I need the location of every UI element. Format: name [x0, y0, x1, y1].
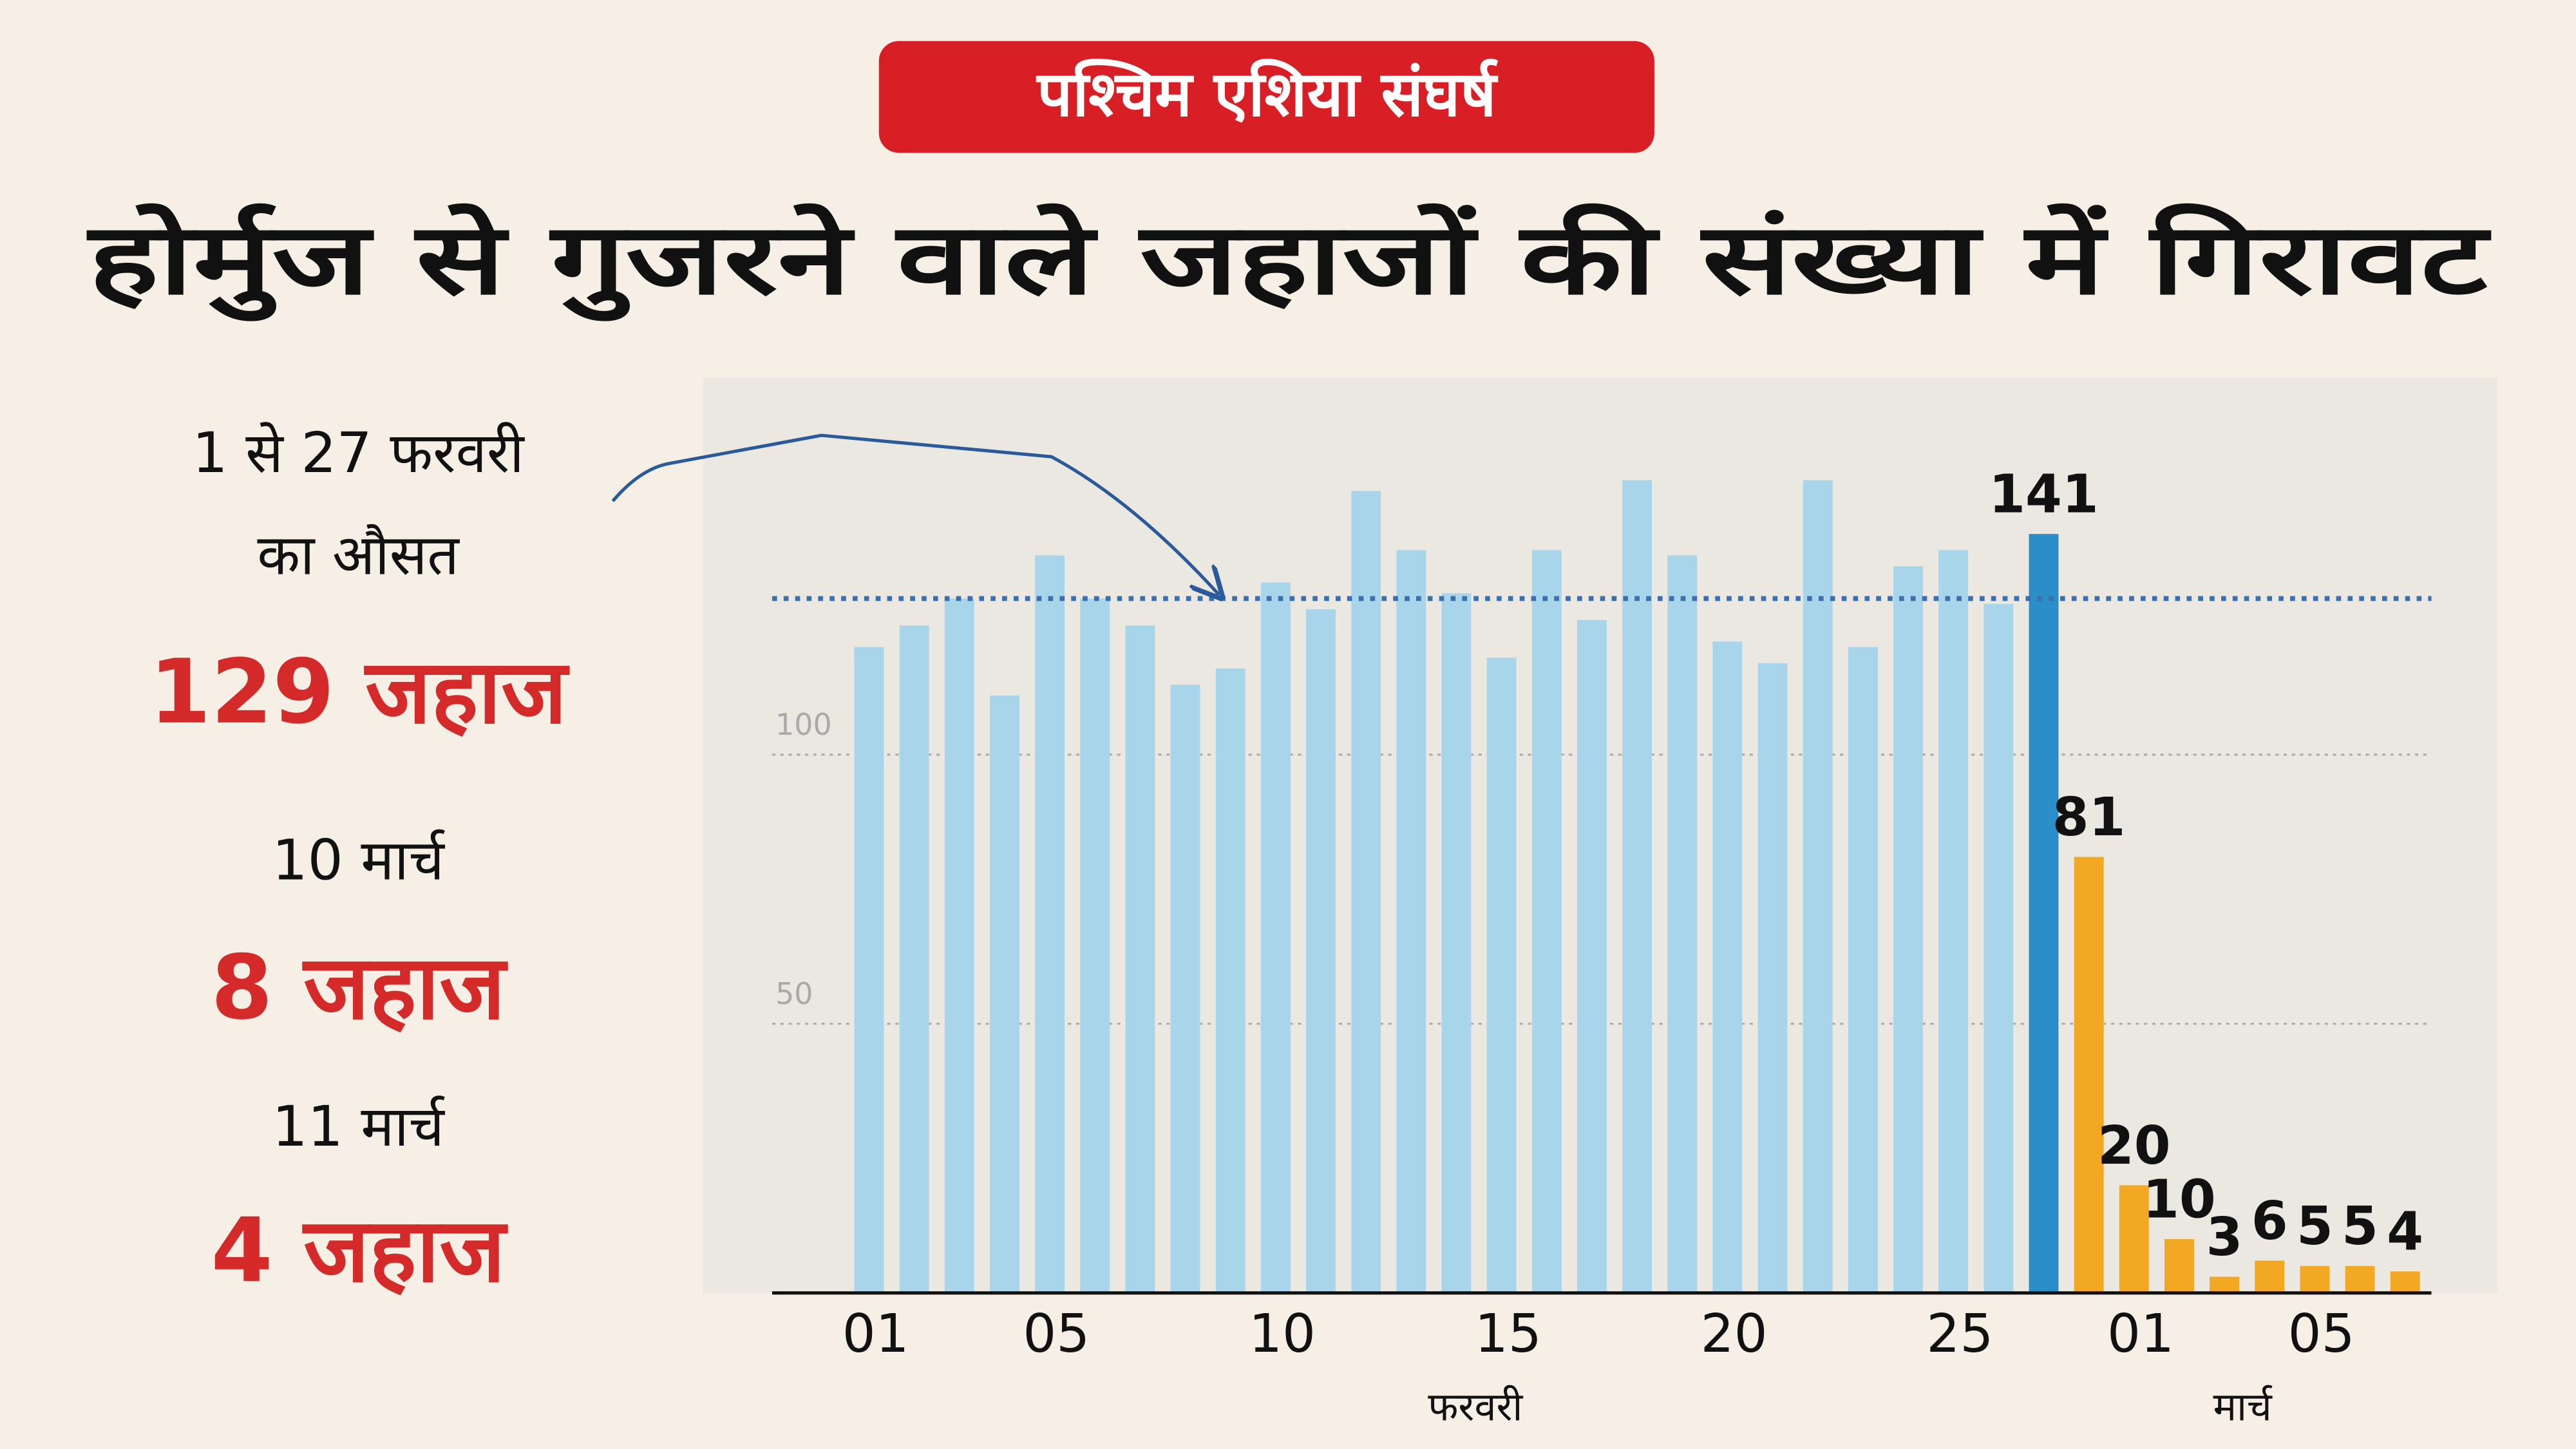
x-tick-label: 25 — [1926, 1303, 1993, 1365]
bar — [1486, 658, 1517, 1293]
bar — [1441, 593, 1472, 1293]
value-label: 6 — [2251, 1191, 2288, 1252]
bar — [1577, 620, 1607, 1293]
sidebar-text: 11 मार्च — [272, 1094, 445, 1159]
bar — [1125, 625, 1155, 1293]
sidebar-value: 129 जहाज — [149, 641, 571, 744]
bar — [2255, 1260, 2285, 1293]
month-label: फरवरी — [1428, 1384, 1523, 1430]
sidebar-value: 8 जहाज — [211, 936, 509, 1039]
bar — [1757, 663, 1788, 1293]
sidebar-text: 1 से 27 फरवरी — [192, 421, 525, 486]
sidebar-text: 10 मार्च — [272, 828, 445, 893]
bar — [2029, 534, 2059, 1293]
badge-text: पश्चिम एशिया संघर्ष — [1036, 57, 1498, 130]
badge — [878, 41, 1654, 153]
bar — [1531, 550, 1562, 1293]
bar — [1848, 647, 1878, 1293]
bar — [1893, 566, 1923, 1293]
bar — [1667, 555, 1698, 1293]
x-tick-label: 20 — [1701, 1303, 1768, 1365]
bar — [1351, 491, 1381, 1293]
bar — [1803, 480, 1833, 1293]
bar — [1396, 550, 1426, 1293]
bar — [1215, 668, 1245, 1293]
x-tick-label: 01 — [842, 1303, 909, 1365]
bar — [1035, 555, 1065, 1293]
title: होर्मुज से गुजरने वाले जहाजों की संख्या … — [86, 202, 2492, 321]
value-label: 10 — [2143, 1169, 2216, 1230]
x-tick-label: 05 — [2288, 1303, 2355, 1365]
bar — [854, 647, 884, 1293]
value-label: 81 — [2052, 787, 2126, 848]
bar — [1712, 641, 1743, 1293]
bar — [1622, 480, 1653, 1293]
bar — [2300, 1265, 2330, 1293]
bar — [1938, 550, 1969, 1293]
x-tick-label: 01 — [2107, 1303, 2174, 1365]
bar — [989, 695, 1019, 1293]
value-label: 5 — [2297, 1196, 2333, 1257]
bar — [2164, 1239, 2194, 1293]
bar — [1260, 582, 1291, 1293]
bar — [1080, 598, 1110, 1293]
month-label: मार्च — [2213, 1384, 2272, 1430]
value-label: 141 — [1989, 464, 2098, 525]
sidebar-text: का औसत — [257, 522, 460, 587]
value-label: 20 — [2098, 1115, 2171, 1177]
sidebar-value: 4 जहाज — [211, 1199, 509, 1302]
annotation-arrow — [611, 433, 1219, 594]
value-label: 3 — [2206, 1207, 2243, 1268]
bar — [1984, 603, 2014, 1293]
value-label: 5 — [2342, 1196, 2378, 1257]
bar — [2119, 1185, 2149, 1293]
value-label: 4 — [2387, 1202, 2423, 1263]
y-tick-label: 100 — [775, 707, 832, 742]
y-tick-label: 50 — [775, 976, 813, 1011]
bar — [899, 625, 929, 1293]
bar — [2210, 1276, 2240, 1293]
bar — [1306, 609, 1336, 1293]
bar — [2390, 1271, 2420, 1293]
x-tick-label: 15 — [1475, 1303, 1542, 1365]
bar — [2074, 857, 2104, 1293]
bar — [1170, 685, 1200, 1293]
bar — [2345, 1265, 2375, 1293]
bar — [944, 598, 974, 1293]
x-tick-label: 05 — [1023, 1303, 1090, 1365]
x-tick-label: 10 — [1249, 1303, 1316, 1365]
